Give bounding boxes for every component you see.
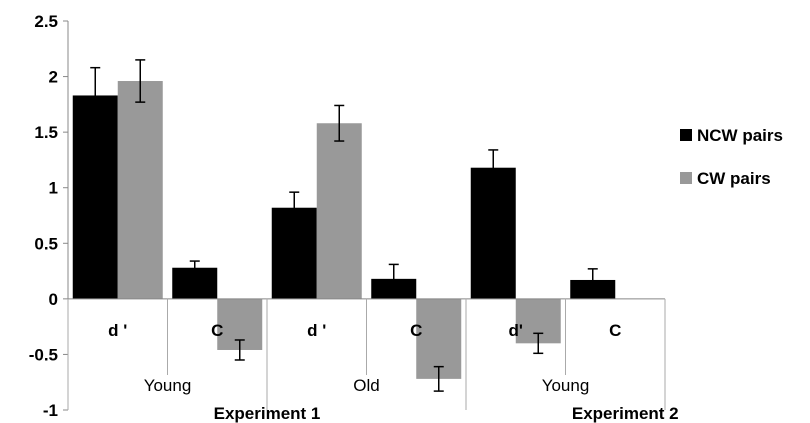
bar-cw [416, 298, 462, 379]
group-label: Young [542, 376, 590, 395]
bar-ncw [470, 167, 516, 299]
category-label: d ' [307, 321, 326, 340]
experiment-label: Experiment 2 [572, 404, 679, 423]
category-label: C [410, 321, 422, 340]
bars [72, 81, 616, 379]
y-tick-label: -0.5 [29, 345, 58, 364]
group-label: Young [144, 376, 192, 395]
group-label: Old [353, 376, 379, 395]
error-bars [90, 59, 598, 392]
x-axis [67, 298, 666, 410]
legend: NCW pairs CW pairs [680, 126, 783, 188]
y-tick-label: 2 [49, 68, 58, 87]
y-axis: 2.5 2 1.5 1 0.5 0 -0.5 -1 [29, 12, 69, 420]
y-tick-label: 2.5 [34, 12, 58, 31]
legend-label: CW pairs [697, 169, 771, 188]
category-label: C [609, 321, 621, 340]
y-tick-label: 1.5 [34, 123, 58, 142]
category-label: d' [509, 321, 523, 340]
y-tick-label: 0.5 [34, 234, 58, 253]
y-tick-label: -1 [43, 401, 58, 420]
bar-cw [316, 123, 362, 299]
legend-swatch-cw [680, 172, 692, 184]
category-label: C [211, 321, 223, 340]
y-tick-label: 0 [49, 290, 58, 309]
y-tick-label: 1 [49, 179, 58, 198]
legend-label: NCW pairs [697, 126, 783, 145]
legend-swatch-ncw [680, 129, 692, 141]
experiment-label: Experiment 1 [214, 404, 321, 423]
bar-cw [117, 81, 163, 299]
bar-ncw [72, 95, 118, 299]
category-label: d ' [108, 321, 127, 340]
